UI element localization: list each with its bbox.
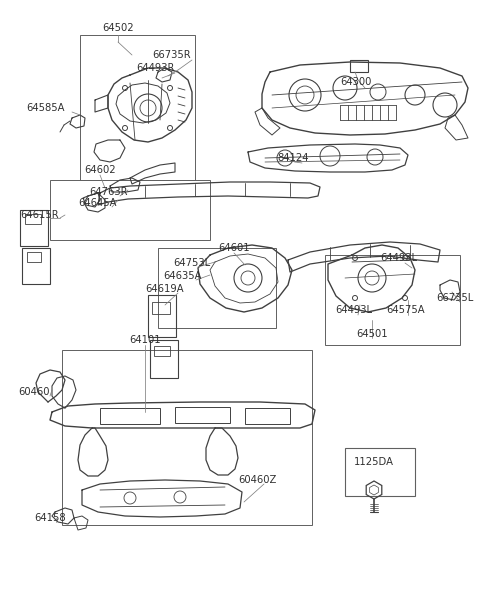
Text: 66735L: 66735L — [436, 293, 473, 303]
Text: 64101: 64101 — [129, 335, 161, 345]
Bar — [148, 295, 176, 337]
Bar — [154, 346, 170, 356]
Bar — [245, 408, 290, 424]
Text: 64585A: 64585A — [26, 103, 64, 113]
Text: 64493L: 64493L — [335, 305, 372, 315]
Text: 60460Z: 60460Z — [238, 475, 276, 485]
Bar — [150, 340, 178, 378]
Text: 64158: 64158 — [34, 513, 66, 523]
Text: 64493R: 64493R — [136, 63, 174, 73]
Text: 1125DA: 1125DA — [354, 457, 394, 467]
Text: 66735R: 66735R — [152, 50, 191, 60]
Text: 64300: 64300 — [340, 77, 372, 87]
Bar — [345, 448, 415, 496]
Text: 64635A: 64635A — [163, 271, 202, 281]
Bar — [350, 60, 368, 72]
Text: 64575A: 64575A — [386, 305, 425, 315]
Bar — [25, 214, 41, 224]
Bar — [62, 350, 312, 525]
Text: 64615R: 64615R — [20, 210, 59, 220]
Text: 64753L: 64753L — [173, 258, 210, 268]
Text: 64502: 64502 — [102, 23, 134, 33]
Bar — [325, 255, 460, 345]
Bar — [50, 180, 210, 240]
Bar — [100, 408, 160, 424]
Text: 64501: 64501 — [356, 329, 388, 339]
Text: 64763R: 64763R — [89, 187, 128, 197]
Text: 60460: 60460 — [18, 387, 49, 397]
Bar — [152, 302, 170, 314]
Text: 84124: 84124 — [277, 153, 309, 163]
Text: 64601: 64601 — [218, 243, 250, 253]
Text: 64645A: 64645A — [78, 198, 117, 208]
Bar — [80, 35, 195, 180]
Bar — [20, 210, 48, 246]
Text: 64619A: 64619A — [145, 284, 184, 294]
Bar — [158, 248, 276, 328]
Text: 64602: 64602 — [84, 165, 116, 175]
Bar — [22, 248, 50, 284]
Text: 64493L: 64493L — [380, 253, 417, 263]
Bar — [175, 407, 230, 423]
Bar — [27, 252, 41, 262]
